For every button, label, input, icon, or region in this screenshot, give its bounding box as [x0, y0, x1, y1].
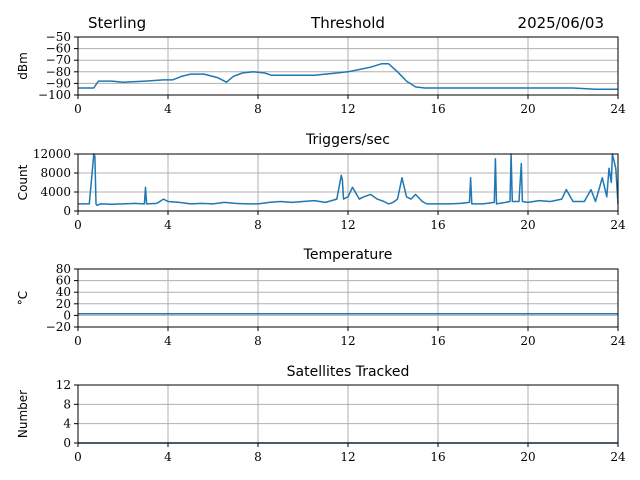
triggers-x-tick-label: 12: [340, 218, 355, 232]
satellites-x-tick-label: 0: [74, 450, 82, 464]
panel-triggers: 0 4 8 12 16 20 24 0 4000 8000 12000 Triggers/sec Cou…: [16, 132, 626, 232]
threshold-y-tick-label: −100: [38, 88, 71, 102]
temperature-y-tick-label: 80: [56, 262, 71, 276]
satellites-y-axis-label: Number: [16, 390, 30, 438]
triggers-y-tick-label: 12000: [33, 147, 71, 161]
satellites-chart-title: Satellites Tracked: [287, 364, 410, 380]
panel-threshold: 0 4 8 12 16 20 24 −100−90−80−70−60−50 Threshold d…: [16, 14, 626, 116]
triggers-x-tick-label: 20: [520, 218, 535, 232]
triggers-y-tick-label: 4000: [40, 185, 71, 199]
temperature-x-tick-label: 12: [340, 334, 355, 348]
threshold-x-tick-label: 20: [520, 102, 535, 116]
threshold-x-tick-label: 12: [340, 102, 355, 116]
triggers-x-tick-label: 4: [164, 218, 172, 232]
temperature-y-axis-label: °C: [16, 291, 30, 305]
temperature-y-tick-label: 0: [63, 308, 71, 322]
threshold-y-tick-label: −60: [46, 42, 71, 56]
threshold-x-tick-label: 24: [610, 102, 626, 116]
threshold-series-line: [78, 62, 618, 90]
temperature-x-tick-label: 24: [610, 334, 626, 348]
triggers-chart-title: Triggers/sec: [305, 132, 390, 148]
satellites-x-tick-label: 16: [430, 450, 445, 464]
temperature-chart-title: Temperature: [303, 247, 393, 263]
threshold-y-tick-label: −70: [46, 53, 71, 67]
threshold-x-tick-label: 4: [164, 102, 172, 116]
satellites-y-tick-label: 8: [63, 397, 71, 411]
triggers-x-tick-label: 24: [610, 218, 626, 232]
triggers-y-tick-label: 0: [63, 204, 71, 218]
threshold-x-tick-label: 16: [430, 102, 445, 116]
triggers-x-tick-label: 8: [254, 218, 262, 232]
temperature-x-tick-label: 8: [254, 334, 262, 348]
satellites-x-tick-label: 4: [164, 450, 172, 464]
triggers-series-line: [78, 153, 619, 207]
temperature-y-tick-label: 60: [56, 274, 71, 288]
satellites-x-tick-label: 8: [254, 450, 262, 464]
triggers-y-axis-label: Count: [16, 164, 30, 200]
triggers-x-tick-label: 0: [74, 218, 82, 232]
temperature-x-tick-label: 4: [164, 334, 172, 348]
threshold-x-tick-label: 0: [74, 102, 82, 116]
temperature-x-tick-label: 16: [430, 334, 445, 348]
temperature-y-tick-label: 20: [56, 297, 71, 311]
temperature-x-tick-label: 20: [520, 334, 535, 348]
threshold-y-axis-label: dBm: [16, 52, 30, 80]
temperature-y-tick-label: 40: [56, 285, 71, 299]
temperature-y-tick-label: −20: [46, 320, 71, 334]
threshold-x-tick-label: 8: [254, 102, 262, 116]
report-date: 2025/06/03: [518, 14, 604, 32]
satellites-y-tick-label: 4: [63, 417, 71, 431]
satellites-y-tick-label: 0: [63, 436, 71, 450]
threshold-chart-title: Threshold: [310, 14, 385, 32]
satellites-x-tick-label: 12: [340, 450, 355, 464]
satellites-x-tick-label: 24: [610, 450, 626, 464]
panel-satellites: 0 4 8 12 16 20 24 0 4 8 12 Satellites Tracked Number: [16, 364, 626, 464]
triggers-x-tick-label: 16: [430, 218, 445, 232]
triggers-y-tick-label: 8000: [40, 166, 71, 180]
threshold-y-tick-label: −80: [46, 65, 71, 79]
temperature-x-tick-label: 0: [74, 334, 82, 348]
threshold-y-tick-label: −90: [46, 76, 71, 90]
threshold-y-tick-label: −50: [46, 30, 71, 44]
station-name: Sterling: [88, 14, 146, 32]
satellites-x-tick-label: 20: [520, 450, 535, 464]
satellites-y-tick-label: 12: [56, 378, 71, 392]
